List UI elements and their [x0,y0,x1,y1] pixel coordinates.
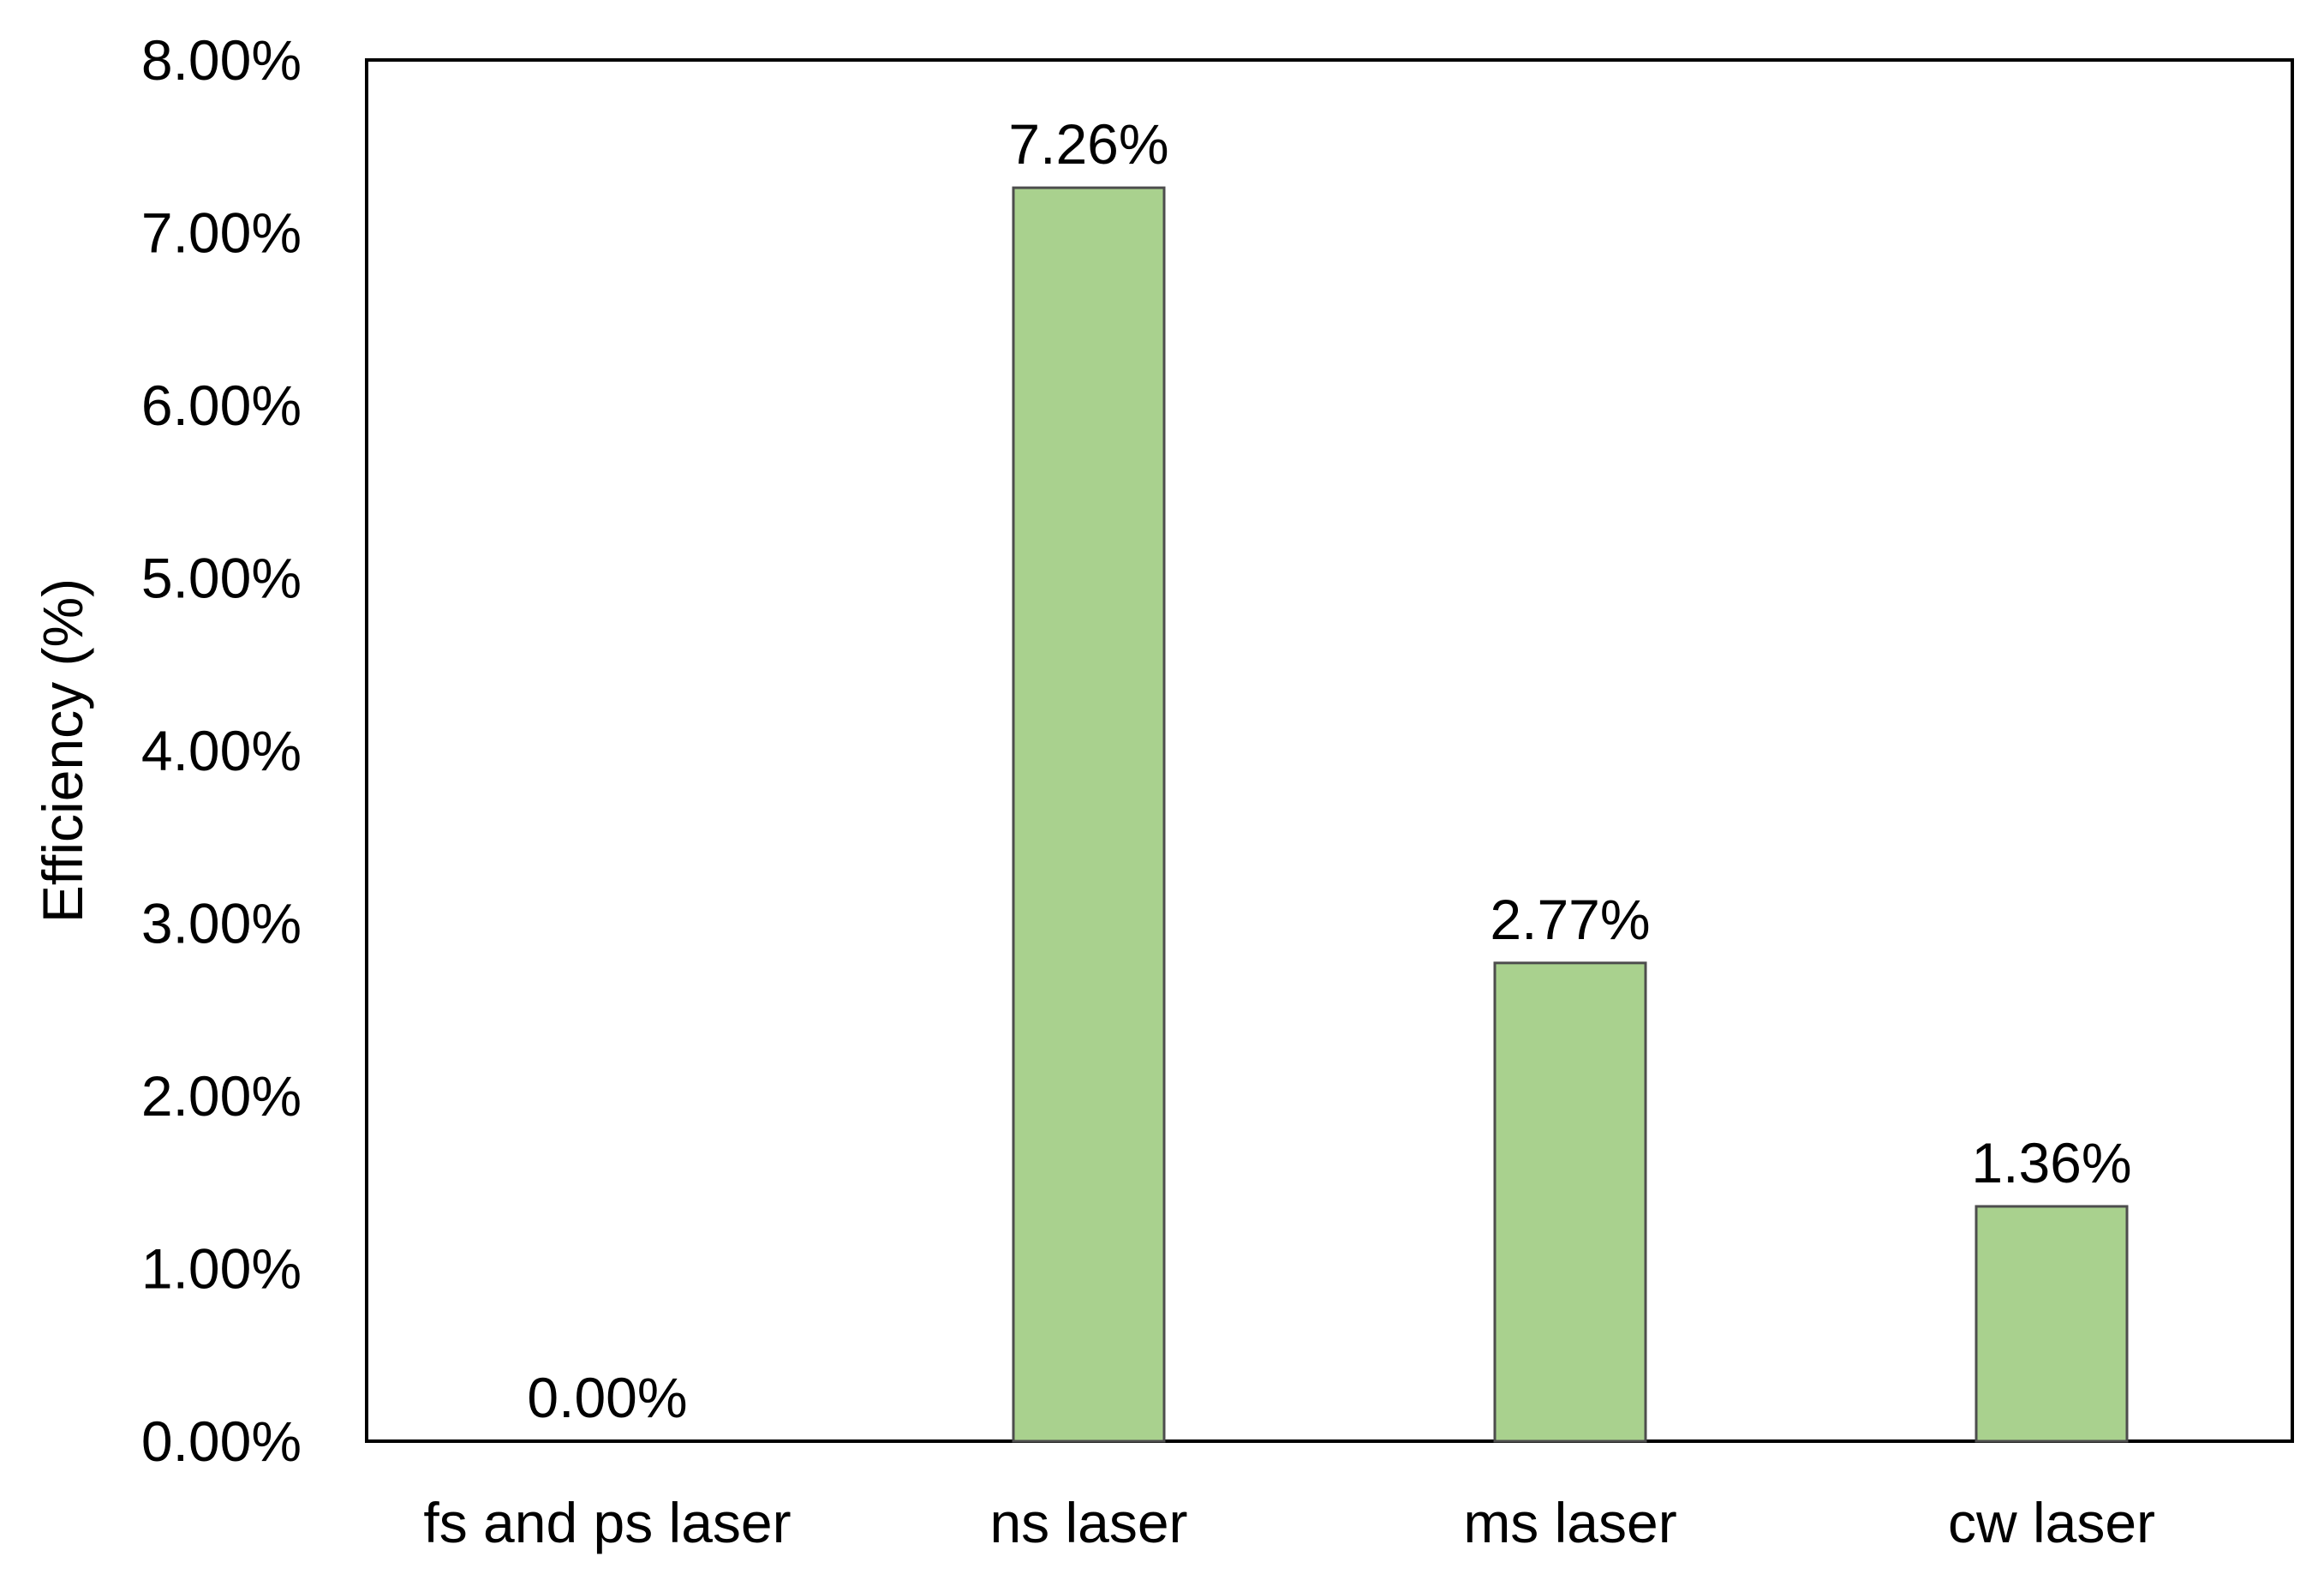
x-tick-label: cw laser [1948,1491,2155,1554]
x-axis-category-labels: fs and ps laser ns laser ms laser cw laser [423,1491,2155,1554]
y-tick-label: 2.00% [141,1064,302,1128]
data-label: 2.77% [1490,888,1650,951]
y-axis-title: Efficiency (%) [31,578,94,923]
bars [1012,186,2129,1443]
x-tick-label: fs and ps laser [423,1491,791,1554]
data-label: 7.26% [1008,112,1168,176]
y-tick-label: 3.00% [141,892,302,955]
data-label: 1.36% [1971,1131,2131,1194]
y-axis-ticks: 0.00% 1.00% 2.00% 3.00% 4.00% 5.00% 6.00% 7.00%… [141,28,302,1473]
y-tick-label: 1.00% [141,1237,302,1301]
plot-area-frame [365,58,2294,1443]
bar-cw-laser [1975,1205,2129,1443]
data-label: 0.00% [527,1366,687,1429]
y-tick-label: 6.00% [141,374,302,437]
bar-ms-laser [1493,961,1647,1443]
y-tick-label: 7.00% [141,201,302,265]
y-tick-label: 4.00% [141,719,302,782]
bar-ns-laser [1012,186,1166,1443]
data-labels: 0.00% 7.26% 2.77% 1.36% [527,112,2131,1429]
y-tick-label: 5.00% [141,547,302,610]
y-tick-label: 0.00% [141,1409,302,1473]
x-tick-label: ns laser [989,1491,1187,1554]
y-tick-label: 8.00% [141,28,302,92]
x-tick-label: ms laser [1463,1491,1676,1554]
